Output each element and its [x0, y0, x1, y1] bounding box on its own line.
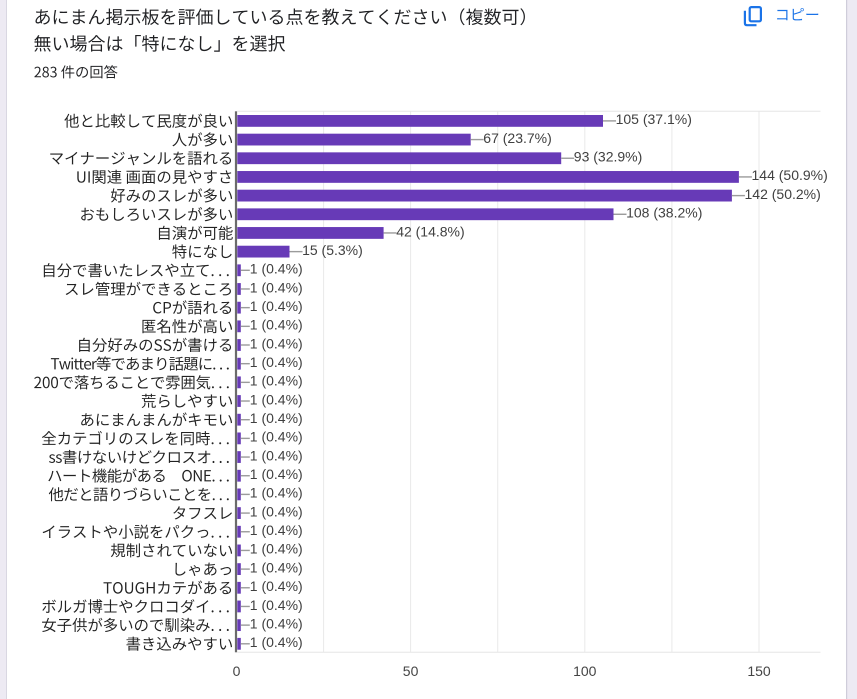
svg-text:100: 100: [573, 663, 597, 679]
svg-text:1 (0.4%): 1 (0.4%): [250, 559, 303, 575]
svg-text:1 (0.4%): 1 (0.4%): [250, 298, 303, 314]
svg-text:1 (0.4%): 1 (0.4%): [250, 597, 303, 613]
svg-text:1 (0.4%): 1 (0.4%): [250, 541, 303, 557]
svg-text:1 (0.4%): 1 (0.4%): [250, 615, 303, 631]
svg-text:15 (5.3%): 15 (5.3%): [302, 242, 363, 258]
svg-text:1 (0.4%): 1 (0.4%): [250, 485, 303, 501]
svg-text:1 (0.4%): 1 (0.4%): [250, 447, 303, 463]
svg-text:1 (0.4%): 1 (0.4%): [250, 279, 303, 295]
svg-text:105 (37.1%): 105 (37.1%): [616, 111, 692, 127]
svg-text:67 (23.7%): 67 (23.7%): [483, 130, 551, 146]
svg-text:50: 50: [403, 663, 419, 679]
svg-text:1 (0.4%): 1 (0.4%): [250, 522, 303, 538]
svg-text:1 (0.4%): 1 (0.4%): [250, 373, 303, 389]
svg-text:1 (0.4%): 1 (0.4%): [250, 634, 303, 650]
svg-text:142 (50.2%): 142 (50.2%): [745, 186, 821, 202]
svg-text:1 (0.4%): 1 (0.4%): [250, 503, 303, 519]
svg-text:93 (32.9%): 93 (32.9%): [574, 149, 642, 165]
svg-text:150: 150: [747, 663, 771, 679]
svg-text:1 (0.4%): 1 (0.4%): [250, 391, 303, 407]
svg-text:1 (0.4%): 1 (0.4%): [250, 429, 303, 445]
svg-text:1 (0.4%): 1 (0.4%): [250, 317, 303, 333]
svg-text:1 (0.4%): 1 (0.4%): [250, 466, 303, 482]
svg-text:108 (38.2%): 108 (38.2%): [626, 205, 702, 221]
svg-text:1 (0.4%): 1 (0.4%): [250, 410, 303, 426]
svg-text:144 (50.9%): 144 (50.9%): [752, 167, 828, 183]
svg-text:0: 0: [233, 663, 241, 679]
svg-text:42 (14.8%): 42 (14.8%): [396, 223, 464, 239]
svg-text:1 (0.4%): 1 (0.4%): [250, 261, 303, 277]
svg-text:1 (0.4%): 1 (0.4%): [250, 335, 303, 351]
svg-text:1 (0.4%): 1 (0.4%): [250, 578, 303, 594]
svg-text:1 (0.4%): 1 (0.4%): [250, 354, 303, 370]
